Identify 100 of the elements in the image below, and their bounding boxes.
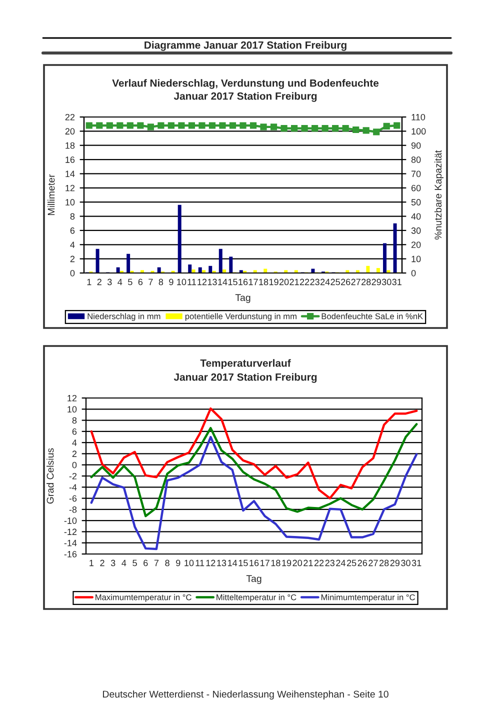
x-tick-label: 26 [358, 560, 368, 566]
x-axis-title: Tag [246, 575, 262, 584]
x-tick-label: 15 [228, 278, 238, 286]
y-tick-label: 12 [66, 184, 75, 192]
text: Diagramme Januar 2017 Station Freiburg [144, 41, 346, 51]
x-tick-label: 24 [320, 278, 330, 286]
x-tick-label: 29 [390, 560, 400, 566]
x-tick-label: 26 [341, 278, 350, 286]
x-tick-label: 2 [97, 278, 102, 286]
x-tick-label: 5 [128, 278, 132, 286]
y2-tick-label: 80 [411, 156, 421, 163]
x-tick-label: 21 [290, 278, 299, 286]
x-tick-label: 28 [380, 560, 389, 566]
x-tick-label: 16 [250, 560, 259, 566]
x-tick-label: 12 [198, 278, 207, 286]
text: Deutscher Wetterdienst - Niederlassung Weihenstephan - Seite 10 [103, 690, 388, 700]
y2-tick-label: 60 [411, 184, 421, 192]
x-tick-label: 31 [392, 278, 402, 286]
y2-tick-label: 10 [412, 256, 421, 262]
x-tick-label: 11 [188, 278, 196, 286]
y-tick-label: -12 [64, 528, 77, 535]
y-tick-label: -14 [64, 540, 77, 546]
y-tick-label: 10 [66, 199, 75, 206]
x-tick-label: 2 [100, 560, 104, 566]
x-tick-label: 10 [177, 278, 186, 286]
x-tick-label: 25 [330, 278, 340, 286]
x-axis-title: Tag [235, 294, 250, 303]
x-tick-label: 20 [279, 278, 289, 286]
chart-title: Temperaturverlauf [200, 359, 291, 369]
y-tick-label: 12 [68, 394, 77, 402]
y-tick-label: 16 [66, 156, 75, 163]
legend-label: Mitteltemperatur in °C [216, 594, 296, 602]
y-tick-label: -6 [69, 495, 77, 502]
x-tick-label: 1 [87, 278, 92, 286]
x-tick-label: 21 [304, 560, 313, 566]
x-tick-label: 19 [269, 278, 278, 286]
x-tick-label: 14 [228, 560, 238, 566]
y2-tick-label: 90 [411, 142, 421, 149]
x-tick-label: 12 [206, 560, 216, 566]
y2-tick-label: 70 [411, 170, 421, 178]
y-axis-title: Millimeter [48, 174, 55, 215]
y-tick-label: 2 [70, 256, 75, 262]
y-tick-label: 8 [70, 213, 75, 220]
x-tick-label: 30 [382, 278, 392, 286]
x-tick-label: 15 [238, 560, 248, 566]
x-tick-label: 1 [90, 560, 94, 566]
x-tick-label: 6 [144, 560, 148, 566]
chart-subtitle: Januar 2017 Station Freiburg [174, 92, 317, 102]
y-tick-label: -4 [69, 484, 77, 490]
x-tick-label: 19 [282, 560, 292, 566]
x-tick-label: 20 [292, 560, 302, 566]
y-axis-title: Grad Celsius [46, 448, 54, 504]
x-tick-label: 8 [165, 560, 170, 566]
x-tick-label: 11 [196, 560, 204, 566]
x-tick-label: 18 [259, 278, 268, 286]
y-tick-label: 6 [72, 428, 77, 435]
legend-label: Maximumtemperatur in °C [96, 594, 192, 602]
y-tick-label: -16 [64, 550, 77, 558]
y-tick-label: -8 [69, 506, 77, 513]
x-tick-label: 31 [412, 560, 422, 566]
y2-tick-label: 110 [412, 114, 426, 120]
x-tick-label: 22 [314, 560, 324, 566]
y2-tick-label: 40 [411, 213, 421, 220]
x-tick-label: 3 [107, 278, 112, 286]
x-tick-label: 23 [325, 560, 334, 566]
x-tick-label: 18 [271, 560, 280, 566]
x-tick-label: 7 [154, 560, 159, 566]
x-tick-label: 13 [217, 560, 226, 566]
y2-axis-title: %nutzbare Kapazität [434, 150, 444, 240]
x-tick-label: 22 [300, 278, 310, 286]
x-tick-label: 8 [158, 278, 164, 286]
y2-tick-label: 100 [412, 128, 426, 135]
y2-tick-label: 20 [411, 242, 421, 248]
x-tick-label: 7 [148, 278, 153, 286]
y2-tick-label: 30 [411, 227, 421, 234]
x-tick-label: 14 [218, 278, 228, 286]
x-tick-label: 13 [208, 278, 217, 286]
x-tick-label: 25 [346, 560, 356, 566]
y2-tick-label: 50 [411, 199, 421, 206]
x-tick-label: 5 [132, 560, 137, 566]
x-tick-label: 27 [351, 278, 360, 286]
legend-label: Bodenfeuchte SaLe in %nK [322, 313, 423, 320]
legend-label: potentielle Verdunstung in mm [185, 313, 296, 321]
y-tick-label: 6 [70, 227, 75, 234]
x-tick-label: 23 [310, 278, 320, 286]
y-tick-label: 2 [72, 450, 77, 457]
legend-label: Minimumtemperatur in °C [321, 594, 415, 602]
y-tick-label: 0 [72, 462, 77, 468]
x-tick-label: 3 [110, 560, 116, 566]
y2-tick-label: 0 [411, 270, 416, 276]
y-tick-label: 4 [70, 242, 75, 248]
x-tick-label: 30 [401, 560, 410, 566]
x-tick-label: 16 [238, 278, 248, 286]
x-tick-label: 9 [176, 560, 180, 566]
y-tick-label: -10 [64, 518, 77, 524]
y-tick-label: 4 [72, 440, 77, 446]
y-tick-label: 22 [65, 114, 75, 120]
chart-subtitle: Januar 2017 Station Freiburg [174, 373, 317, 383]
chart-title: Verlauf Niederschlag, Verdunstung und Bodenfeuchte [112, 79, 379, 89]
x-tick-label: 4 [118, 278, 122, 286]
